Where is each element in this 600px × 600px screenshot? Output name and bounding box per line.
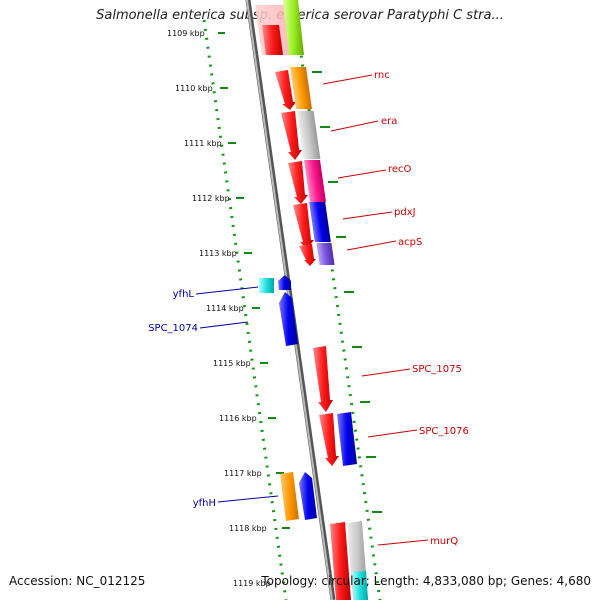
kbp-ticks (218, 32, 382, 529)
gene-rnc[interactable] (290, 67, 312, 109)
gene-label-SPC_1075: SPC_1075 (412, 364, 462, 375)
kbp-label: 1117 kbp (224, 469, 262, 478)
gene-label-era: era (381, 116, 397, 127)
gene-unlabeled-top-red[interactable] (262, 25, 283, 55)
topology-summary-text: Topology: circular; Length: 4,833,080 bp… (261, 574, 591, 588)
gene-red-c[interactable] (288, 161, 308, 204)
reverse-label-leaders (195, 286, 279, 503)
gene-SPC_1074[interactable] (279, 292, 298, 346)
gene-label-pdxJ: pdxJ (394, 207, 416, 218)
gene-reverse-small[interactable] (278, 275, 291, 290)
gene-red-b[interactable] (281, 111, 302, 160)
gene-label-yfhH: yfhH (193, 498, 216, 509)
gene-SPC_1076-red[interactable] (319, 413, 339, 466)
kbp-label: 1114 kbp (206, 304, 244, 313)
gene-pdxJ[interactable] (309, 202, 331, 242)
gene-label-recO: recO (388, 164, 412, 175)
kbp-label: 1112 kbp (192, 194, 230, 203)
map-title: Salmonella enterica subsp. enterica sero… (96, 8, 504, 23)
gene-red-murQ-left[interactable] (330, 522, 351, 600)
accession-text: Accession: NC_012125 (9, 574, 146, 588)
gene-label-murQ: murQ (430, 536, 458, 547)
kbp-label: 1111 kbp (184, 139, 222, 148)
gene-label-rnc: rnc (374, 70, 390, 81)
gene-cyan-bottom[interactable] (352, 571, 368, 600)
gene-yfhL[interactable] (259, 278, 274, 293)
kbp-label: 1115 kbp (213, 359, 251, 368)
gene-red-e[interactable] (299, 244, 316, 266)
gene-yfhH[interactable] (280, 472, 299, 521)
gene-SPC_1076[interactable] (337, 412, 357, 466)
gene-era[interactable] (296, 111, 321, 159)
kbp-label: 1110 kbp (175, 84, 213, 93)
gene-red-a[interactable] (275, 70, 296, 110)
gene-features (255, 0, 368, 600)
gene-label-acpS: acpS (398, 237, 422, 248)
kbp-label: 1119 kbp (233, 579, 271, 588)
gene-label-SPC_1074: SPC_1074 (148, 323, 198, 334)
gene-acpS[interactable] (316, 243, 335, 265)
gene-reverse-yfhH[interactable] (299, 472, 317, 520)
forward-label-leaders (322, 74, 429, 546)
gene-red-d[interactable] (293, 203, 314, 249)
kbp-label: 1113 kbp (199, 249, 237, 258)
gene-label-SPC_1076: SPC_1076 (419, 426, 469, 437)
gene-label-yfhL: yfhL (173, 289, 195, 300)
kbp-label: 1118 kbp (229, 524, 267, 533)
gene-unlabeled-top-right[interactable] (283, 0, 304, 55)
kbp-label: 1109 kbp (167, 29, 205, 38)
gene-recO[interactable] (304, 160, 326, 202)
kbp-label: 1116 kbp (219, 414, 257, 423)
gene-SPC_1075[interactable] (313, 346, 333, 412)
